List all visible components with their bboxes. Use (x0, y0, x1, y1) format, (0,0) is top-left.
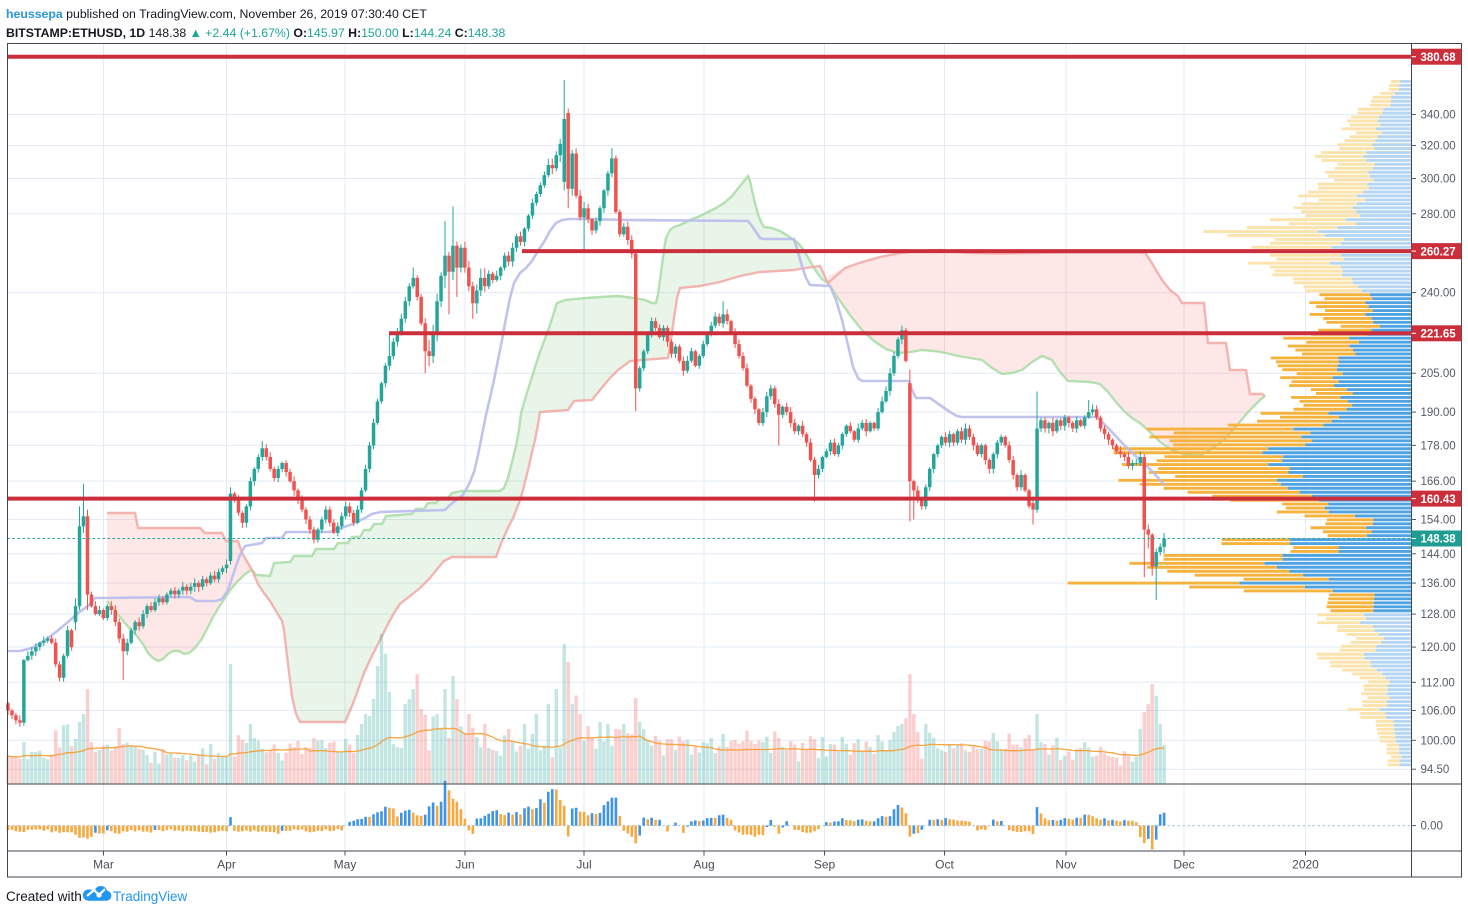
svg-text:112.00: 112.00 (1421, 677, 1455, 689)
svg-text:Sep: Sep (814, 858, 836, 872)
svg-text:Jul: Jul (576, 858, 591, 872)
svg-text:128.00: 128.00 (1421, 609, 1456, 621)
svg-text:120.00: 120.00 (1421, 642, 1456, 654)
svg-text:106.00: 106.00 (1421, 706, 1456, 718)
svg-text:May: May (334, 858, 357, 872)
svg-text:136.00: 136.00 (1421, 578, 1456, 590)
svg-text:Aug: Aug (693, 858, 714, 872)
svg-text:Dec: Dec (1173, 858, 1194, 872)
svg-text:221.65: 221.65 (1421, 329, 1457, 341)
svg-text:Mar: Mar (93, 858, 114, 872)
svg-text:TradingView: TradingView (113, 889, 188, 904)
svg-text:Jun: Jun (455, 858, 474, 872)
svg-text:94.50: 94.50 (1421, 764, 1450, 776)
svg-text:160.43: 160.43 (1421, 494, 1456, 506)
svg-text:Apr: Apr (217, 858, 236, 872)
svg-text:Nov: Nov (1055, 858, 1076, 872)
svg-text:2020: 2020 (1292, 858, 1319, 872)
svg-text:BITSTAMP:ETHUSD, 1D 148.38 ▲: BITSTAMP:ETHUSD, 1D 148.38 ▲ +2.44 (+1.6… (6, 26, 505, 40)
svg-text:144.00: 144.00 (1421, 549, 1456, 561)
svg-text:178.00: 178.00 (1421, 440, 1456, 452)
svg-text:380.68: 380.68 (1421, 52, 1457, 64)
svg-text:190.00: 190.00 (1421, 407, 1456, 419)
svg-text:Oct: Oct (935, 858, 954, 872)
svg-text:100.00: 100.00 (1421, 735, 1456, 747)
svg-text:148.38: 148.38 (1421, 534, 1457, 546)
svg-text:166.00: 166.00 (1421, 476, 1456, 488)
svg-text:205.00: 205.00 (1421, 368, 1456, 380)
svg-text:340.00: 340.00 (1421, 110, 1456, 122)
svg-text:300.00: 300.00 (1421, 174, 1456, 186)
svg-text:0.00: 0.00 (1421, 821, 1443, 833)
svg-text:280.00: 280.00 (1421, 209, 1456, 221)
svg-text:260.27: 260.27 (1421, 246, 1456, 258)
svg-text:240.00: 240.00 (1421, 288, 1456, 300)
svg-text:320.00: 320.00 (1421, 141, 1456, 153)
svg-text:heussepa published on TradingV: heussepa published on TradingView.com, N… (6, 7, 427, 21)
svg-text:Created with: Created with (6, 889, 82, 904)
svg-text:154.00: 154.00 (1421, 515, 1456, 527)
